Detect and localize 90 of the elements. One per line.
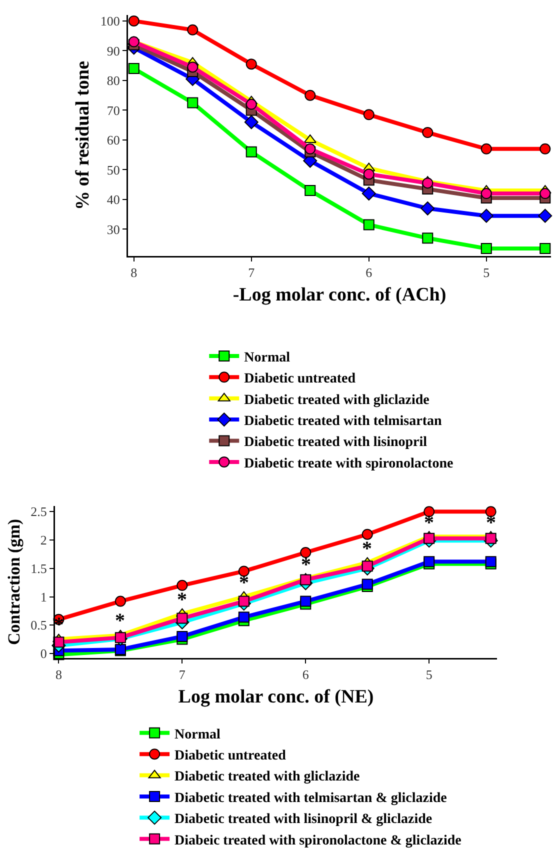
point	[128, 36, 140, 48]
y-tick-label: 30	[106, 222, 120, 237]
legend-label: Diabetic treated with telmisartan	[244, 414, 442, 430]
x-tick-label: 8	[130, 265, 138, 280]
point	[238, 596, 250, 607]
point	[480, 243, 492, 254]
y-tick-label: 1	[40, 589, 47, 604]
annotation: *	[239, 572, 249, 594]
x-tick-label: 6	[366, 265, 373, 280]
point	[128, 15, 140, 26]
point	[246, 58, 257, 70]
point	[114, 596, 126, 607]
point	[300, 547, 312, 558]
point	[187, 24, 198, 36]
y-tick-label: 80	[106, 73, 120, 88]
point	[238, 566, 250, 577]
point	[540, 243, 551, 254]
x-tick-label: 5	[483, 265, 490, 280]
point	[363, 109, 374, 120]
y-tick-label: 0.5	[30, 618, 47, 633]
legend-label: Diabetic treated with gliclazide	[174, 770, 360, 785]
x-tick-label: 7	[178, 667, 186, 682]
point	[420, 201, 435, 216]
y-tick-label: 60	[106, 132, 120, 148]
point	[422, 232, 434, 244]
point	[246, 98, 257, 110]
point	[540, 188, 551, 200]
legend-label: Diabetic treated with gliclazide	[244, 392, 430, 408]
point	[176, 612, 188, 624]
legend-label: Diabetic untreated	[174, 748, 286, 764]
y-tick-label: 2	[40, 532, 47, 548]
point	[422, 127, 434, 138]
point	[424, 532, 435, 544]
y-tick-label: 2.5	[30, 504, 47, 520]
point	[480, 143, 492, 154]
legend-label: Diabetic treated with telmisartan & gliclazide	[174, 790, 447, 806]
y-tick-label: 50	[106, 162, 120, 178]
point	[187, 62, 198, 73]
point	[128, 63, 140, 74]
x-tick-label: 5	[426, 667, 432, 682]
x-tick-label: 6	[302, 667, 310, 682]
y-axis-title: Contraction (gm)	[4, 518, 24, 646]
legend-label: Normal	[244, 350, 290, 366]
point	[114, 632, 126, 644]
legend-label: Diabetic untreated	[244, 372, 356, 387]
point	[304, 90, 316, 101]
x-tick-label: 8	[55, 667, 62, 682]
x-axis-title: Log molar conc. of (NE)	[178, 686, 374, 708]
point	[244, 115, 258, 130]
y-axis-title: % of residual tone	[72, 60, 94, 210]
annotation: *	[115, 610, 125, 632]
point	[300, 596, 312, 607]
legend-label: Diabetic treate with spironolactone	[244, 456, 454, 472]
point	[363, 168, 374, 180]
annotation: *	[486, 512, 496, 534]
point	[176, 630, 188, 642]
point	[362, 528, 373, 540]
point	[304, 143, 316, 154]
legend-label: Diabeic treated with spironolactone & gliclazide	[174, 833, 462, 848]
point	[362, 186, 376, 201]
legend-label: Diabetic treated with lisinopril	[244, 435, 428, 450]
annotation: *	[362, 538, 372, 560]
x-axis-title: -Log molar conc. of (ACh)	[232, 284, 446, 306]
point	[485, 532, 496, 544]
point	[238, 612, 250, 623]
point	[300, 574, 312, 586]
point	[422, 178, 434, 189]
point	[176, 580, 188, 591]
point	[304, 185, 316, 196]
annotation: *	[424, 512, 434, 534]
point	[480, 188, 492, 200]
point	[187, 97, 198, 108]
y-tick-label: 100	[100, 14, 120, 28]
point	[363, 219, 374, 230]
legend-label: Normal	[174, 727, 221, 742]
annotation: *	[301, 554, 311, 576]
y-tick-label: 0	[40, 646, 47, 662]
point	[479, 208, 494, 223]
annotation: *	[177, 589, 187, 611]
y-tick-label: 90	[106, 43, 120, 58]
point	[362, 560, 373, 572]
legend-label: Diabetic treated with lisinopril & gliclazide	[174, 812, 432, 828]
point	[362, 578, 373, 590]
point	[540, 143, 551, 154]
y-tick-label: 1.5	[30, 560, 47, 576]
y-tick-label: 70	[106, 102, 120, 118]
point	[246, 146, 257, 158]
point	[538, 208, 552, 223]
y-tick-label: 40	[106, 192, 120, 208]
x-tick-label: 7	[248, 265, 256, 280]
